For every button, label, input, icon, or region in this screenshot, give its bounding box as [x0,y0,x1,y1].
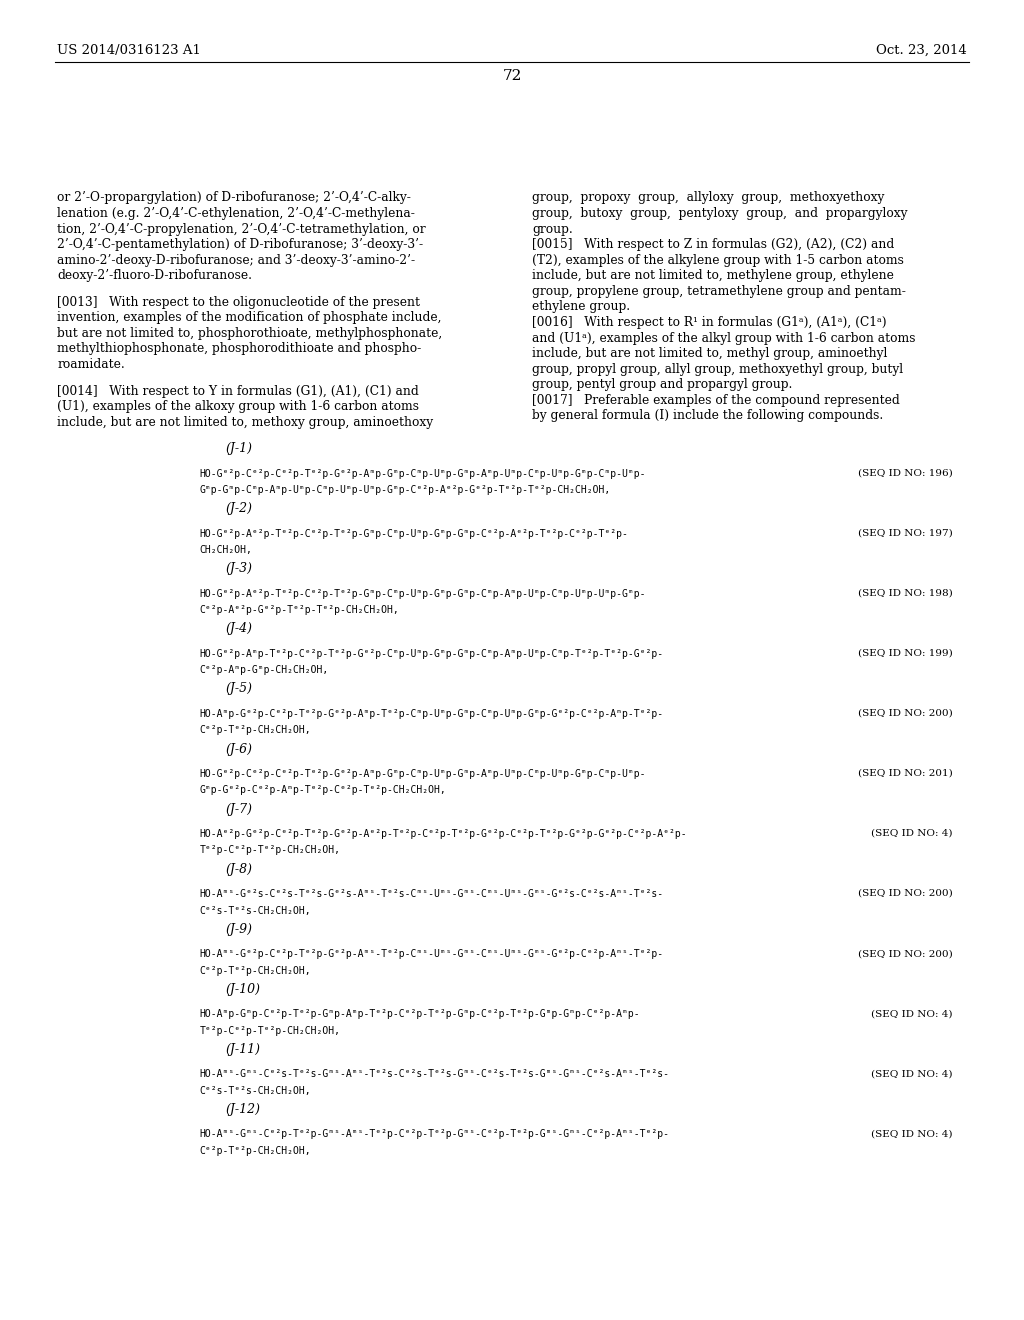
Text: and (U1ᵃ), examples of the alkyl group with 1-6 carbon atoms: and (U1ᵃ), examples of the alkyl group w… [532,331,916,345]
Text: HO-Aᵉ²p-Gᵉ²p-Cᵉ²p-Tᵉ²p-Gᵉ²p-Aᵉ²p-Tᵉ²p-Cᵉ²p-Tᵉ²p-Gᵉ²p-Cᵉ²p-Tᵉ²p-Gᵉ²p-Gᵉ²p-Cᵉ²p-Aᵉ: HO-Aᵉ²p-Gᵉ²p-Cᵉ²p-Tᵉ²p-Gᵉ²p-Aᵉ²p-Tᵉ²p-Cᵉ… [200,829,687,840]
Text: invention, examples of the modification of phosphate include,: invention, examples of the modification … [57,312,441,325]
Text: HO-Gᵉ²p-Cᵉ²p-Cᵉ²p-Tᵉ²p-Gᵉ²p-Aᵐp-Gᵐp-Cᵐp-Uᵐp-Gᵐp-Aᵐp-Uᵐp-Cᵐp-Uᵐp-Gᵐp-Cᵐp-Uᵐp-: HO-Gᵉ²p-Cᵉ²p-Cᵉ²p-Tᵉ²p-Gᵉ²p-Aᵐp-Gᵐp-Cᵐp-… [200,768,646,779]
Text: (SEQ ID NO: 200): (SEQ ID NO: 200) [857,949,952,958]
Text: [0016]   With respect to R¹ in formulas (G1ᵃ), (A1ᵃ), (C1ᵃ): [0016] With respect to R¹ in formulas (G… [532,315,887,329]
Text: Gᵐp-Gᵐp-Cᵐp-Aᵐp-Uᵐp-Cᵐp-Uᵐp-Uᵐp-Gᵐp-Cᵉ²p-Aᵉ²p-Gᵉ²p-Tᵉ²p-Tᵉ²p-CH₂CH₂OH,: Gᵐp-Gᵐp-Cᵐp-Aᵐp-Uᵐp-Cᵐp-Uᵐp-Uᵐp-Gᵐp-Cᵉ²p… [200,484,611,495]
Text: roamidate.: roamidate. [57,358,125,371]
Text: (J-1): (J-1) [225,442,252,455]
Text: [0014]   With respect to Y in formulas (G1), (A1), (C1) and: [0014] With respect to Y in formulas (G1… [57,384,419,397]
Text: (SEQ ID NO: 4): (SEQ ID NO: 4) [870,829,952,838]
Text: 2’-O,4’-C-pentamethylation) of D-ribofuranose; 3’-deoxy-3’-: 2’-O,4’-C-pentamethylation) of D-ribofur… [57,238,424,251]
Text: (J-6): (J-6) [225,742,252,755]
Text: (J-12): (J-12) [225,1104,260,1115]
Text: (SEQ ID NO: 200): (SEQ ID NO: 200) [857,890,952,898]
Text: group,  butoxy  group,  pentyloxy  group,  and  propargyloxy: group, butoxy group, pentyloxy group, an… [532,207,908,220]
Text: Tᵉ²p-Cᵉ²p-Tᵉ²p-CH₂CH₂OH,: Tᵉ²p-Cᵉ²p-Tᵉ²p-CH₂CH₂OH, [200,846,341,855]
Text: US 2014/0316123 A1: US 2014/0316123 A1 [57,44,202,57]
Text: CH₂CH₂OH,: CH₂CH₂OH, [200,545,253,556]
Text: tion, 2’-O,4’-C-propylenation, 2’-O,4’-C-tetramethylation, or: tion, 2’-O,4’-C-propylenation, 2’-O,4’-C… [57,223,426,235]
Text: ethylene group.: ethylene group. [532,301,631,313]
Text: (J-5): (J-5) [225,682,252,696]
Text: (J-11): (J-11) [225,1043,260,1056]
Text: (J-9): (J-9) [225,923,252,936]
Text: group,  propoxy  group,  allyloxy  group,  methoxyethoxy: group, propoxy group, allyloxy group, me… [532,191,885,205]
Text: [0013]   With respect to the oligonucleotide of the present: [0013] With respect to the oligonucleoti… [57,296,420,309]
Text: lenation (e.g. 2’-O,4’-C-ethylenation, 2’-O,4’-C-methylena-: lenation (e.g. 2’-O,4’-C-ethylenation, 2… [57,207,415,220]
Text: (SEQ ID NO: 201): (SEQ ID NO: 201) [857,768,952,777]
Text: (J-3): (J-3) [225,562,252,576]
Text: (SEQ ID NO: 4): (SEQ ID NO: 4) [870,1069,952,1078]
Text: (SEQ ID NO: 200): (SEQ ID NO: 200) [857,709,952,718]
Text: (SEQ ID NO: 197): (SEQ ID NO: 197) [857,528,952,537]
Text: (J-8): (J-8) [225,863,252,875]
Text: HO-Gᵉ²p-Aᵉ²p-Tᵉ²p-Cᵉ²p-Tᵉ²p-Gᵐp-Cᵐp-Uᵐp-Gᵐp-Gᵐp-Cᵉ²p-Aᵉ²p-Tᵉ²p-Cᵉ²p-Tᵉ²p-: HO-Gᵉ²p-Aᵉ²p-Tᵉ²p-Cᵉ²p-Tᵉ²p-Gᵐp-Cᵐp-Uᵐp-… [200,528,629,539]
Text: (SEQ ID NO: 199): (SEQ ID NO: 199) [857,648,952,657]
Text: HO-Aᵐˢ-Gᵉ²s-Cᵉ²s-Tᵉ²s-Gᵉ²s-Aᵐˢ-Tᵉ²s-Cᵐˢ-Uᵐˢ-Gᵐˢ-Cᵐˢ-Uᵐˢ-Gᵐˢ-Gᵉ²s-Cᵉ²s-Aᵐˢ-Tᵉ²s-: HO-Aᵐˢ-Gᵉ²s-Cᵉ²s-Tᵉ²s-Gᵉ²s-Aᵐˢ-Tᵉ²s-Cᵐˢ-… [200,890,664,899]
Text: (SEQ ID NO: 196): (SEQ ID NO: 196) [857,469,952,478]
Text: (J-4): (J-4) [225,622,252,635]
Text: (J-2): (J-2) [225,502,252,515]
Text: methylthiophosphonate, phosphorodithioate and phospho-: methylthiophosphonate, phosphorodithioat… [57,342,422,355]
Text: HO-Gᵉ²p-Cᵉ²p-Cᵉ²p-Tᵉ²p-Gᵉ²p-Aᵐp-Gᵐp-Cᵐp-Uᵐp-Gᵐp-Aᵐp-Uᵐp-Cᵐp-Uᵐp-Gᵐp-Cᵐp-Uᵐp-: HO-Gᵉ²p-Cᵉ²p-Cᵉ²p-Tᵉ²p-Gᵉ²p-Aᵐp-Gᵐp-Cᵐp-… [200,469,646,479]
Text: (SEQ ID NO: 198): (SEQ ID NO: 198) [857,589,952,598]
Text: [0017]   Preferable examples of the compound represented: [0017] Preferable examples of the compou… [532,393,900,407]
Text: include, but are not limited to, methyl group, aminoethyl: include, but are not limited to, methyl … [532,347,888,360]
Text: Cᵉ²p-Aᵉ²p-Gᵉ²p-Tᵉ²p-Tᵉ²p-CH₂CH₂OH,: Cᵉ²p-Aᵉ²p-Gᵉ²p-Tᵉ²p-Tᵉ²p-CH₂CH₂OH, [200,605,399,615]
Text: group, propylene group, tetramethylene group and pentam-: group, propylene group, tetramethylene g… [532,285,906,298]
Text: Gᵐp-Gᵉ²p-Cᵉ²p-Aᵐp-Tᵉ²p-Cᵉ²p-Tᵉ²p-CH₂CH₂OH,: Gᵐp-Gᵉ²p-Cᵉ²p-Aᵐp-Tᵉ²p-Cᵉ²p-Tᵉ²p-CH₂CH₂O… [200,785,446,796]
Text: Cᵉ²p-Tᵉ²p-CH₂CH₂OH,: Cᵉ²p-Tᵉ²p-CH₂CH₂OH, [200,1146,311,1156]
Text: HO-Gᵉ²p-Aᵐp-Tᵉ²p-Cᵉ²p-Tᵉ²p-Gᵉ²p-Cᵐp-Uᵐp-Gᵐp-Gᵐp-Cᵐp-Aᵐp-Uᵐp-Cᵐp-Tᵉ²p-Tᵉ²p-Gᵉ²p-: HO-Gᵉ²p-Aᵐp-Tᵉ²p-Cᵉ²p-Tᵉ²p-Gᵉ²p-Cᵐp-Uᵐp-… [200,648,664,659]
Text: HO-Gᵉ²p-Aᵉ²p-Tᵉ²p-Cᵉ²p-Tᵉ²p-Gᵐp-Cᵐp-Uᵐp-Gᵐp-Gᵐp-Cᵐp-Aᵐp-Uᵐp-Cᵐp-Uᵐp-Uᵐp-Gᵐp-: HO-Gᵉ²p-Aᵉ²p-Tᵉ²p-Cᵉ²p-Tᵉ²p-Gᵐp-Cᵐp-Uᵐp-… [200,589,646,599]
Text: [0015]   With respect to Z in formulas (G2), (A2), (C2) and: [0015] With respect to Z in formulas (G2… [532,238,895,251]
Text: include, but are not limited to, methoxy group, aminoethoxy: include, but are not limited to, methoxy… [57,416,433,429]
Text: by general formula (I) include the following compounds.: by general formula (I) include the follo… [532,409,884,422]
Text: (SEQ ID NO: 4): (SEQ ID NO: 4) [870,1010,952,1018]
Text: group.: group. [532,223,573,235]
Text: group, pentyl group and propargyl group.: group, pentyl group and propargyl group. [532,379,793,391]
Text: Cᵉ²p-Aᵐp-Gᵐp-CH₂CH₂OH,: Cᵉ²p-Aᵐp-Gᵐp-CH₂CH₂OH, [200,665,329,676]
Text: HO-Aᵐˢ-Gᵉ²p-Cᵉ²p-Tᵉ²p-Gᵉ²p-Aᵐˢ-Tᵉ²p-Cᵐˢ-Uᵐˢ-Gᵐˢ-Cᵐˢ-Uᵐˢ-Gᵐˢ-Gᵉ²p-Cᵉ²p-Aᵐˢ-Tᵉ²p-: HO-Aᵐˢ-Gᵉ²p-Cᵉ²p-Tᵉ²p-Gᵉ²p-Aᵐˢ-Tᵉ²p-Cᵐˢ-… [200,949,664,960]
Text: (J-10): (J-10) [225,983,260,995]
Text: (T2), examples of the alkylene group with 1-5 carbon atoms: (T2), examples of the alkylene group wit… [532,253,904,267]
Text: HO-Aᵐp-Gᵉ²p-Cᵉ²p-Tᵉ²p-Gᵉ²p-Aᵐp-Tᵉ²p-Cᵐp-Uᵐp-Gᵐp-Cᵐp-Uᵐp-Gᵐp-Gᵉ²p-Cᵉ²p-Aᵐp-Tᵉ²p-: HO-Aᵐp-Gᵉ²p-Cᵉ²p-Tᵉ²p-Gᵉ²p-Aᵐp-Tᵉ²p-Cᵐp-… [200,709,664,719]
Text: group, propyl group, allyl group, methoxyethyl group, butyl: group, propyl group, allyl group, methox… [532,363,903,376]
Text: HO-Aᵐˢ-Gᵐˢ-Cᵉ²p-Tᵉ²p-Gᵐˢ-Aᵐˢ-Tᵉ²p-Cᵉ²p-Tᵉ²p-Gᵐˢ-Cᵉ²p-Tᵉ²p-Gᵐˢ-Gᵐˢ-Cᵉ²p-Aᵐˢ-Tᵉ²p-: HO-Aᵐˢ-Gᵐˢ-Cᵉ²p-Tᵉ²p-Gᵐˢ-Aᵐˢ-Tᵉ²p-Cᵉ²p-T… [200,1130,670,1139]
Text: Cᵉ²p-Tᵉ²p-CH₂CH₂OH,: Cᵉ²p-Tᵉ²p-CH₂CH₂OH, [200,966,311,975]
Text: deoxy-2’-fluoro-D-ribofuranose.: deoxy-2’-fluoro-D-ribofuranose. [57,269,252,282]
Text: or 2’-O-propargylation) of D-ribofuranose; 2’-O,4’-C-alky-: or 2’-O-propargylation) of D-ribofuranos… [57,191,412,205]
Text: 72: 72 [503,69,521,83]
Text: (U1), examples of the alkoxy group with 1-6 carbon atoms: (U1), examples of the alkoxy group with … [57,400,420,413]
Text: Cᵉ²s-Tᵉ²s-CH₂CH₂OH,: Cᵉ²s-Tᵉ²s-CH₂CH₂OH, [200,1086,311,1096]
Text: HO-Aᵐp-Gᵐp-Cᵉ²p-Tᵉ²p-Gᵐp-Aᵐp-Tᵉ²p-Cᵉ²p-Tᵉ²p-Gᵐp-Cᵉ²p-Tᵉ²p-Gᵐp-Gᵐp-Cᵉ²p-Aᵐp-: HO-Aᵐp-Gᵐp-Cᵉ²p-Tᵉ²p-Gᵐp-Aᵐp-Tᵉ²p-Cᵉ²p-T… [200,1010,640,1019]
Text: but are not limited to, phosphorothioate, methylphosphonate,: but are not limited to, phosphorothioate… [57,327,442,341]
Text: include, but are not limited to, methylene group, ethylene: include, but are not limited to, methyle… [532,269,894,282]
Text: amino-2’-deoxy-D-ribofuranose; and 3’-deoxy-3’-amino-2’-: amino-2’-deoxy-D-ribofuranose; and 3’-de… [57,253,416,267]
Text: (SEQ ID NO: 4): (SEQ ID NO: 4) [870,1130,952,1138]
Text: Oct. 23, 2014: Oct. 23, 2014 [876,44,967,57]
Text: Tᵉ²p-Cᵉ²p-Tᵉ²p-CH₂CH₂OH,: Tᵉ²p-Cᵉ²p-Tᵉ²p-CH₂CH₂OH, [200,1026,341,1036]
Text: Cᵉ²p-Tᵉ²p-CH₂CH₂OH,: Cᵉ²p-Tᵉ²p-CH₂CH₂OH, [200,726,311,735]
Text: HO-Aᵐˢ-Gᵐˢ-Cᵉ²s-Tᵉ²s-Gᵐˢ-Aᵐˢ-Tᵉ²s-Cᵉ²s-Tᵉ²s-Gᵐˢ-Cᵉ²s-Tᵉ²s-Gᵐˢ-Gᵐˢ-Cᵉ²s-Aᵐˢ-Tᵉ²s-: HO-Aᵐˢ-Gᵐˢ-Cᵉ²s-Tᵉ²s-Gᵐˢ-Aᵐˢ-Tᵉ²s-Cᵉ²s-T… [200,1069,670,1080]
Text: (J-7): (J-7) [225,803,252,816]
Text: Cᵉ²s-Tᵉ²s-CH₂CH₂OH,: Cᵉ²s-Tᵉ²s-CH₂CH₂OH, [200,906,311,916]
